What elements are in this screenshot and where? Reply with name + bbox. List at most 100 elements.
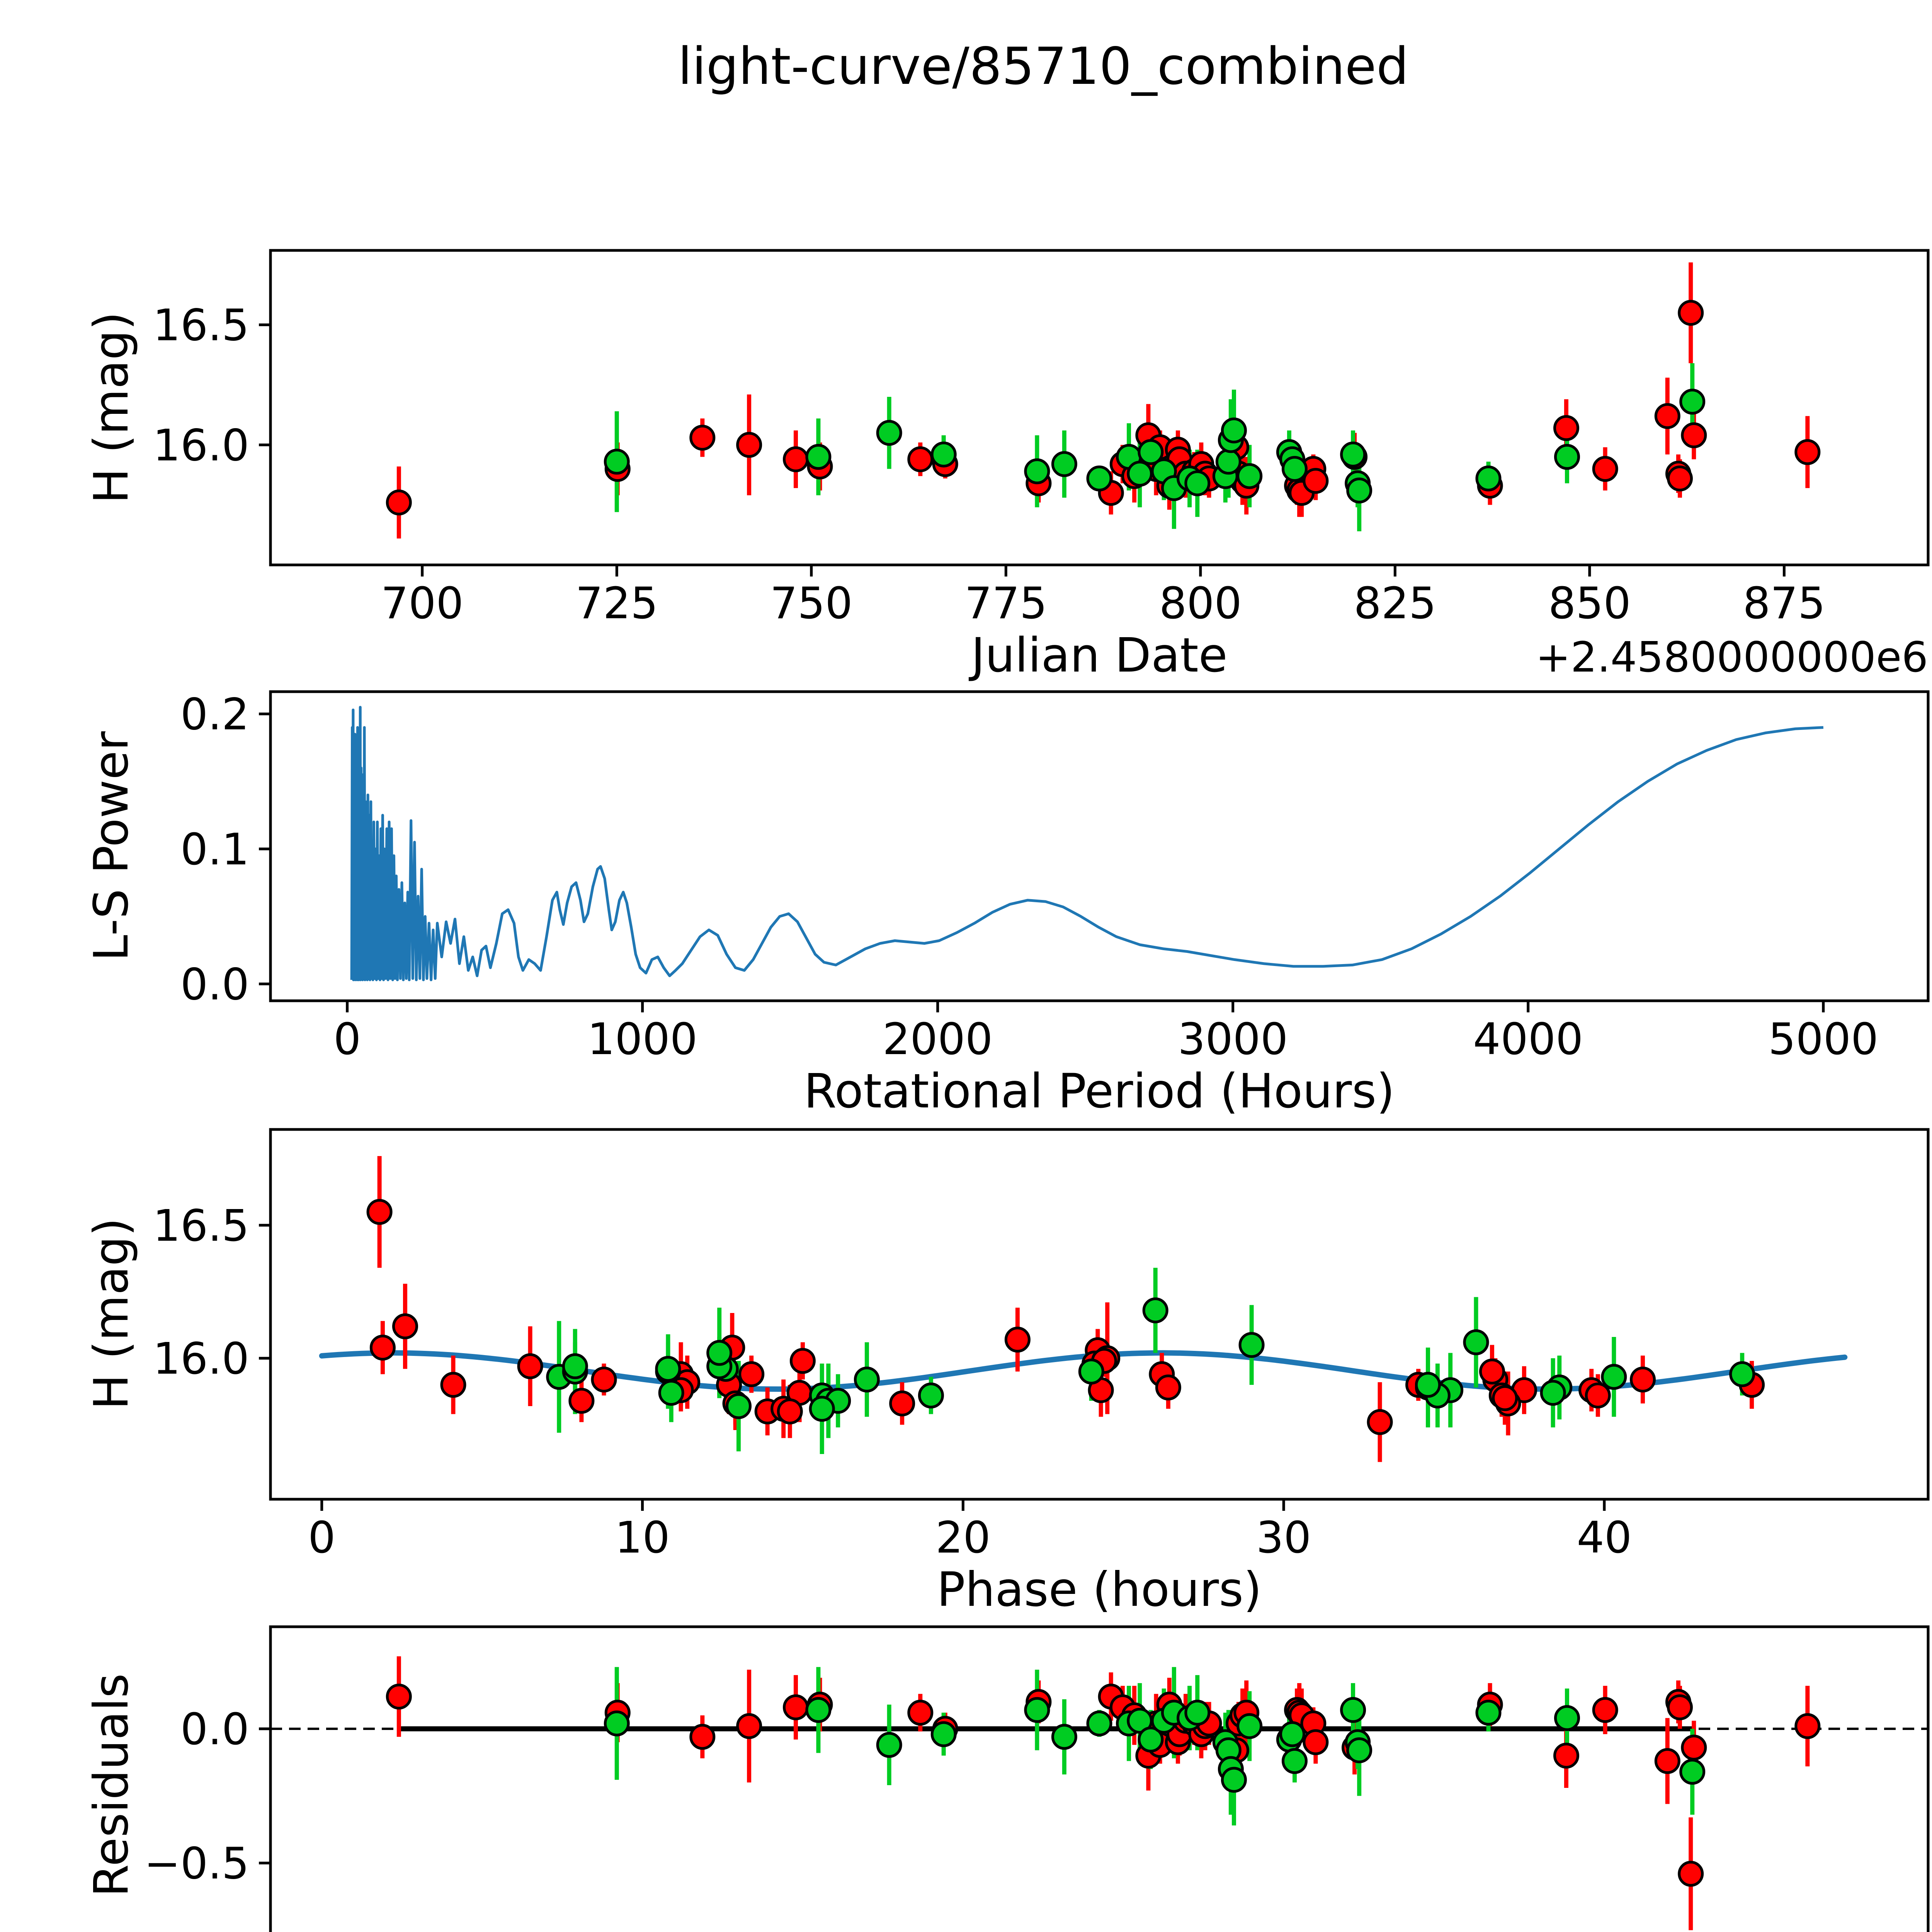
data-point-red bbox=[1654, 403, 1680, 429]
data-point-red bbox=[889, 1390, 915, 1417]
data-point-green bbox=[1346, 477, 1372, 503]
data-point-red bbox=[783, 1694, 809, 1720]
data-point-red bbox=[777, 1398, 803, 1425]
data-point-red bbox=[369, 1335, 396, 1361]
data-point-green bbox=[1215, 449, 1242, 475]
data-point-green bbox=[930, 441, 957, 468]
data-point-green bbox=[918, 1383, 944, 1408]
data-point-green bbox=[1282, 456, 1308, 482]
x-tick-label: 0 bbox=[333, 1014, 361, 1065]
data-point-red bbox=[1678, 1861, 1704, 1887]
y-tick-label: 16.5 bbox=[153, 1201, 249, 1251]
data-point-green bbox=[1184, 470, 1211, 497]
axes-frame bbox=[269, 1625, 1930, 1932]
data-point-green bbox=[1236, 463, 1263, 489]
data-point-red bbox=[1630, 1366, 1656, 1393]
y-tick-label: 0.0 bbox=[180, 1704, 249, 1755]
panel-jd-lightcurve: 700 725 750 775 800 825 850 875 16.0 16.5 Julian D… bbox=[84, 249, 1930, 683]
axes-frame bbox=[269, 1128, 1930, 1501]
data-point-red bbox=[1303, 1729, 1329, 1755]
data-point-red bbox=[1592, 1697, 1618, 1723]
data-point-red bbox=[907, 446, 934, 473]
data-point-green bbox=[1554, 444, 1580, 470]
y-tick-label: 16.0 bbox=[153, 1334, 249, 1384]
data-point-green bbox=[655, 1356, 681, 1382]
data-point-green bbox=[1340, 1697, 1366, 1723]
data-point-green bbox=[1024, 1697, 1050, 1723]
data-point-red bbox=[1155, 1374, 1181, 1401]
data-point-red bbox=[736, 1713, 762, 1739]
data-point-green bbox=[1540, 1380, 1566, 1406]
data-point-green bbox=[1282, 1748, 1308, 1774]
data-point-green bbox=[1078, 1359, 1104, 1384]
data-point-green bbox=[1415, 1372, 1441, 1398]
data-point-green bbox=[1142, 1297, 1168, 1323]
data-point-red bbox=[1794, 439, 1821, 465]
data-point-red bbox=[1681, 422, 1707, 448]
x-tick-label: 2000 bbox=[883, 1014, 993, 1065]
data-point-red bbox=[907, 1699, 934, 1726]
y-tick-label: 0.1 bbox=[180, 825, 249, 875]
data-point-red bbox=[1667, 465, 1693, 492]
data-point-green bbox=[1221, 417, 1247, 444]
data-point-red bbox=[1303, 468, 1329, 494]
data-point-green bbox=[1679, 1759, 1706, 1785]
data-point-red bbox=[386, 489, 412, 515]
x-tick-label: 40 bbox=[1577, 1513, 1632, 1563]
x-tick-label: 725 bbox=[575, 578, 658, 629]
data-point-green bbox=[1051, 451, 1077, 477]
data-point-green bbox=[1475, 1699, 1502, 1726]
data-point-red bbox=[392, 1313, 418, 1339]
y-tick-label: 0.0 bbox=[180, 959, 249, 1010]
x-tick-label: 800 bbox=[1159, 578, 1242, 629]
data-point-green bbox=[805, 444, 832, 470]
y-tick-label: 16.0 bbox=[153, 420, 249, 471]
data-point-red bbox=[736, 432, 762, 458]
data-point-green bbox=[1279, 1721, 1305, 1747]
data-point-green bbox=[876, 1732, 902, 1758]
data-point-green bbox=[1127, 461, 1153, 487]
data-point-green bbox=[1679, 389, 1706, 415]
data-point-red bbox=[1553, 415, 1579, 441]
x-tick-label: 825 bbox=[1354, 578, 1436, 629]
data-point-red bbox=[689, 425, 716, 451]
data-point-green bbox=[562, 1353, 588, 1379]
data-point-red bbox=[1553, 1743, 1579, 1769]
y-axis-label: H (mag) bbox=[84, 1218, 139, 1410]
data-point-red bbox=[1667, 1694, 1693, 1720]
data-point-red bbox=[1794, 1713, 1821, 1739]
data-point-red bbox=[783, 446, 809, 473]
data-point-green bbox=[1138, 1726, 1164, 1753]
periodogram-curve bbox=[350, 706, 1823, 981]
x-axis-label: Phase (hours) bbox=[937, 1562, 1262, 1617]
y-tick-label: 0.2 bbox=[180, 690, 249, 740]
data-point-green bbox=[1086, 465, 1112, 492]
data-point-red bbox=[1681, 1735, 1707, 1761]
data-point-red bbox=[1592, 456, 1618, 482]
data-point-red bbox=[1479, 1359, 1505, 1384]
data-point-green bbox=[876, 420, 902, 446]
data-point-green bbox=[1729, 1361, 1755, 1387]
data-point-green bbox=[1236, 1713, 1263, 1739]
data-point-green bbox=[1601, 1364, 1627, 1390]
data-point-red bbox=[1367, 1409, 1393, 1435]
x-axis-label: Rotational Period (Hours) bbox=[804, 1064, 1395, 1119]
y-tick-label: −0.5 bbox=[144, 1839, 249, 1889]
x-axis-label: Julian Date bbox=[968, 628, 1228, 683]
x-tick-label: 0 bbox=[308, 1513, 335, 1563]
data-point-green bbox=[706, 1340, 733, 1366]
data-point-green bbox=[1221, 1767, 1247, 1793]
data-point-red bbox=[591, 1366, 617, 1393]
data-point-green bbox=[1051, 1724, 1077, 1750]
data-point-red bbox=[1585, 1383, 1611, 1408]
x-tick-label: 20 bbox=[935, 1513, 991, 1563]
x-tick-label: 850 bbox=[1548, 578, 1631, 629]
data-point-green bbox=[805, 1697, 832, 1723]
x-tick-label: 30 bbox=[1256, 1513, 1311, 1563]
y-axis-label: L-S Power bbox=[84, 731, 139, 961]
data-point-green bbox=[726, 1393, 752, 1419]
y-tick-label: 16.5 bbox=[153, 301, 249, 351]
data-point-red bbox=[1654, 1748, 1680, 1774]
data-point-red bbox=[689, 1724, 716, 1750]
